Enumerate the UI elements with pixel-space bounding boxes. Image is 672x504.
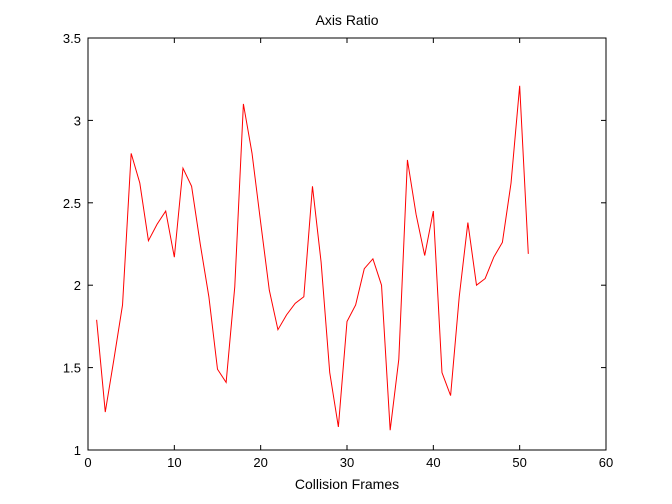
x-tick-label: 60 (599, 455, 613, 470)
x-tick-label: 10 (167, 455, 181, 470)
y-tick-label: 2 (74, 278, 81, 293)
tick-labels: 0 10 20 30 40 50 60 1 1.5 2 2.5 3 3.5 (63, 31, 613, 470)
axis-ticks (87, 37, 607, 451)
y-tick-label: 1.5 (63, 361, 81, 376)
y-tick-label: 3 (74, 113, 81, 128)
series-layer (96, 85, 529, 431)
x-tick-label: 50 (512, 455, 526, 470)
y-tick-label: 1 (74, 443, 81, 458)
x-tick-label: 20 (253, 455, 267, 470)
y-tick-label: 2.5 (63, 196, 81, 211)
plot-area (87, 37, 607, 451)
x-tick-label: 30 (340, 455, 354, 470)
series-line (96, 85, 529, 431)
y-tick-label: 3.5 (63, 31, 81, 46)
x-tick-label: 40 (426, 455, 440, 470)
chart-title: Axis Ratio (315, 12, 378, 28)
x-axis-title: Collision Frames (295, 476, 399, 492)
x-tick-label: 0 (84, 455, 91, 470)
